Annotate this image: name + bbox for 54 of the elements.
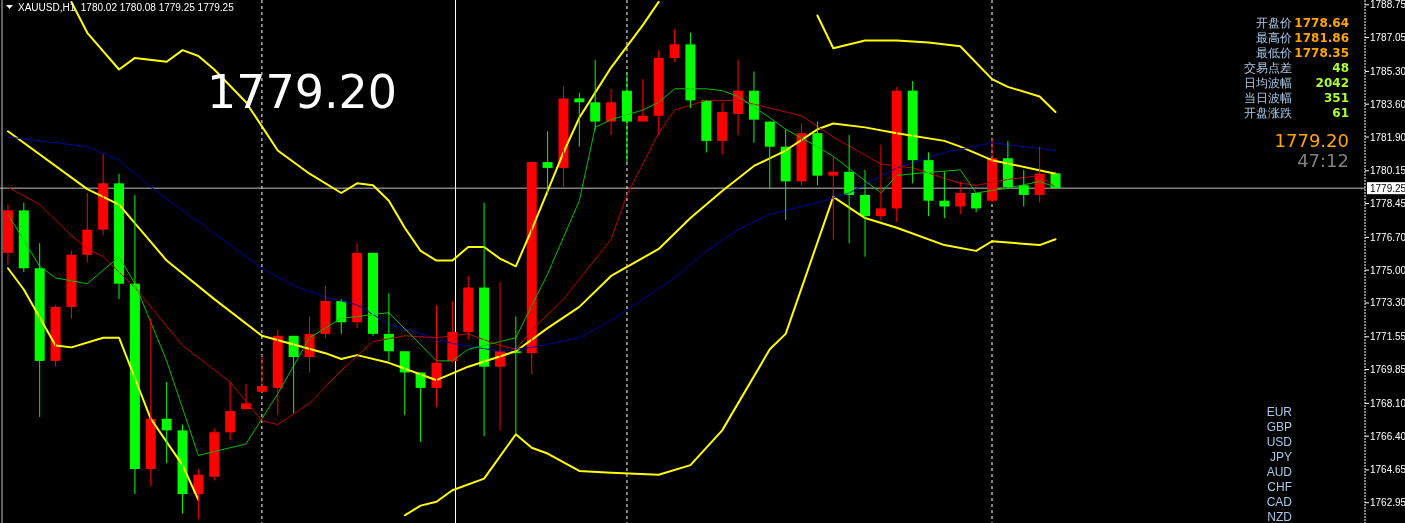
line-series (403, 195, 1057, 517)
annotation: 最高价 (1256, 31, 1292, 45)
candlestick (542, 130, 553, 196)
annotation: 开盘价 (1256, 16, 1292, 30)
y-tick-label: 1766.40 (1370, 430, 1405, 442)
y-tick-label: 1785.30 (1370, 65, 1405, 77)
line-series (6, 267, 200, 501)
annotation: 47:12 (1297, 150, 1349, 171)
y-tick-label: 1768.10 (1370, 397, 1405, 409)
y-tick-label: 1771.55 (1370, 331, 1405, 343)
ref-line-label: 1779.25 (1370, 182, 1405, 194)
annotation: 2042 (1315, 76, 1349, 90)
candlestick (669, 28, 680, 63)
annotation: 1781.86 (1294, 31, 1349, 45)
annotation: 61 (1332, 106, 1349, 120)
candlestick (828, 155, 839, 240)
annotation: GBP (1266, 420, 1292, 434)
y-tick-label: 1788.75 (1370, 0, 1405, 11)
chart-title: XAUUSD,H1 1780.02 1780.08 1779.25 1779.25 (18, 2, 235, 13)
candlestick (717, 101, 728, 155)
candlestick (590, 59, 601, 130)
y-tick-label: 1780.15 (1370, 165, 1405, 177)
line-series (816, 14, 1057, 113)
y-tick-label: 1787.05 (1370, 32, 1405, 44)
y-tick-label: 1775.00 (1370, 264, 1405, 276)
annotation: 1779.20 (1274, 130, 1349, 151)
y-tick-label: 1773.30 (1370, 297, 1405, 309)
annotation: AUD (1266, 465, 1293, 479)
annotation: 351 (1323, 91, 1349, 105)
annotation: JPY (1269, 450, 1292, 464)
candlestick (1018, 169, 1029, 207)
candlestick (574, 92, 585, 148)
annotation: 最低价 (1256, 46, 1292, 60)
y-tick-label: 1778.45 (1370, 198, 1405, 210)
y-tick-label: 1776.70 (1370, 231, 1405, 243)
annotation: 当日波幅 (1244, 91, 1292, 105)
annotation: 交易点差 (1244, 61, 1292, 75)
annotation: 日均波幅 (1244, 76, 1292, 90)
y-tick-label: 1783.60 (1370, 98, 1405, 110)
y-tick-label: 1781.90 (1370, 131, 1405, 143)
annotation: 开盘涨跌 (1244, 106, 1292, 120)
candlestick (764, 121, 775, 190)
annotation: CAD (1266, 495, 1293, 509)
y-tick-label: 1762.95 (1370, 497, 1405, 509)
y-tick-label: 1769.85 (1370, 364, 1405, 376)
annotation: CHF (1267, 480, 1292, 494)
candlestick (637, 78, 648, 123)
annotation: 1778.64 (1294, 16, 1349, 30)
annotation: USD (1266, 435, 1293, 449)
annotation: EUR (1266, 405, 1293, 419)
annotation: 1778.35 (1294, 46, 1349, 60)
annotation: NZD (1267, 510, 1293, 523)
annotation: 48 (1332, 61, 1349, 75)
y-tick-label: 1764.65 (1370, 464, 1405, 476)
